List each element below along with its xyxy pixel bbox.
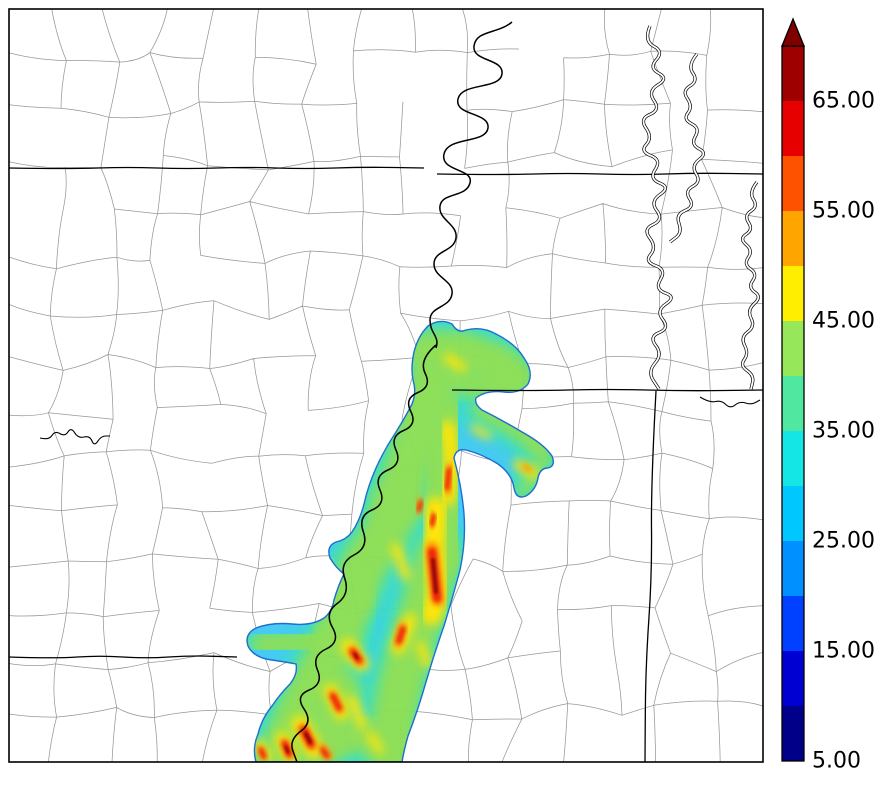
colorbar-segment (782, 211, 804, 266)
colorbar-segment (782, 596, 804, 651)
colorbar-segment (782, 266, 804, 321)
state-border-line (9, 166, 425, 170)
river-fill (669, 53, 705, 243)
colorbar-arrow (781, 17, 805, 47)
colorbar-tick-label: 65.00 (812, 89, 875, 114)
state-borders-and-rivers (9, 21, 763, 762)
river-mississippi-lower (291, 344, 437, 762)
colorbar-segment (782, 431, 804, 486)
state-border-line (9, 655, 238, 659)
field-level-darkred (284, 558, 438, 754)
colorbar-segment (782, 321, 804, 376)
colorbar-segment (782, 486, 804, 541)
colorbar-segment (782, 46, 804, 101)
data-swath (247, 321, 554, 762)
river-small-west (39, 429, 110, 445)
river-fill (741, 181, 760, 390)
colorbar-segment (782, 651, 804, 706)
map-border (8, 8, 764, 763)
state-border-line (451, 388, 763, 392)
colorbar-segment (782, 101, 804, 156)
colorbar-segment (782, 706, 804, 761)
colorbar-tick-label: 55.00 (812, 199, 875, 224)
river-fill (642, 25, 673, 390)
colorbar: 5.00 15.00 25.00 35.00 45.00 55.00 65.00 (781, 17, 875, 774)
map-panel (9, 9, 763, 762)
colorbar-segment (782, 376, 804, 431)
river-mississippi-upper (429, 21, 513, 349)
swath-edge-contour (246, 320, 555, 762)
colorbar-segment (782, 156, 804, 211)
colorbar-tick-label: 5.00 (812, 749, 861, 774)
colorbar-segment (782, 541, 804, 596)
colorbar-tick-label: 35.00 (812, 419, 875, 444)
colorbar-tick-label: 15.00 (812, 639, 875, 664)
colorbar-tick-label: 25.00 (812, 529, 875, 554)
state-border-line (436, 172, 763, 176)
colorbar-tick-label: 45.00 (812, 309, 875, 334)
state-border-line (644, 390, 657, 762)
river-small-east (699, 396, 761, 408)
